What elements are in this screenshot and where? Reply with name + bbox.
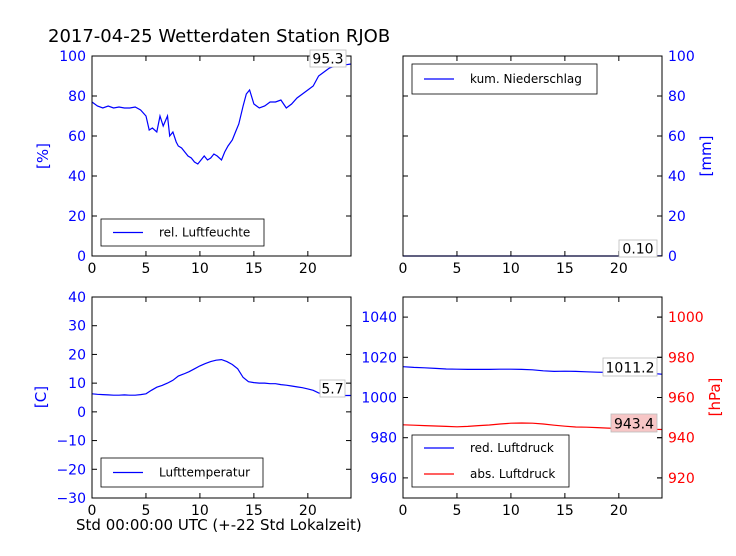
x-tick-label: 5 (452, 261, 461, 277)
x-tick-label: 15 (245, 261, 263, 277)
legend-label: kum. Niederschlag (470, 72, 582, 86)
legend-label: red. Luftdruck (470, 441, 554, 455)
y-tick-label: 40 (68, 290, 86, 306)
y-tick-label: −20 (56, 462, 86, 478)
y-tick-label-right: 980 (668, 350, 695, 366)
y-tick-label: 20 (668, 209, 686, 225)
y-axis-label: [C] (32, 386, 50, 408)
figure-title: 2017-04-25 Wetterdaten Station RJOB (48, 26, 390, 47)
y-tick-label: 60 (68, 129, 86, 145)
y-axis-label: [%] (34, 143, 52, 169)
y-tick-label: 960 (370, 471, 397, 487)
y-tick-label: 40 (68, 169, 86, 185)
y-tick-label: 100 (668, 49, 695, 65)
y-tick-label: 100 (59, 49, 86, 65)
y-tick-label: 80 (68, 89, 86, 105)
y-tick-label: 20 (68, 209, 86, 225)
value-annotation: 1011.2 (606, 361, 655, 377)
x-tick-label: 20 (610, 503, 628, 519)
x-tick-label: 20 (610, 261, 628, 277)
legend-label: abs. Luftdruck (470, 467, 555, 481)
x-tick-label: 10 (191, 261, 209, 277)
x-tick-label: 0 (399, 261, 408, 277)
y-tick-label-right: 960 (668, 391, 695, 407)
y-tick-label: 0 (77, 405, 86, 421)
x-tick-label: 15 (556, 503, 574, 519)
y-tick-label: −10 (56, 434, 86, 450)
legend-label: rel. Luftfeuchte (159, 226, 250, 240)
x-tick-label: 10 (502, 503, 520, 519)
y-tick-label: 1040 (361, 310, 397, 326)
x-tick-label: 15 (556, 261, 574, 277)
y-tick-label: 1000 (361, 391, 397, 407)
y-tick-label: 0 (77, 249, 86, 265)
value-annotation: 943.4 (614, 417, 654, 433)
value-annotation: 0.10 (622, 242, 653, 258)
x-tick-label: 10 (502, 261, 520, 277)
y-tick-label: 10 (68, 376, 86, 392)
y-tick-label: 980 (370, 431, 397, 447)
y-tick-label-right: 920 (668, 471, 695, 487)
x-tick-label: 20 (299, 261, 317, 277)
x-tick-label: 0 (88, 261, 97, 277)
y-tick-label: 0 (668, 249, 677, 265)
series-line-lufttemperatur (92, 360, 351, 396)
y-axis-label: [mm] (697, 136, 715, 177)
y-tick-label: 30 (68, 319, 86, 335)
y-tick-label: 80 (668, 89, 686, 105)
legend-label: Lufttemperatur (159, 466, 250, 480)
y-tick-label-right: 940 (668, 431, 695, 447)
value-annotation: 95.3 (312, 52, 343, 68)
x-tick-label: 5 (141, 261, 150, 277)
y-tick-label: 1020 (361, 350, 397, 366)
y-axis-label: [hPa] (706, 378, 724, 417)
series-line-rel-luftfeuchte (92, 64, 351, 164)
y-tick-label-right: 1000 (668, 310, 704, 326)
figure-xlabel: Std 00:00:00 UTC (+-22 Std Lokalzeit) (76, 516, 362, 534)
x-tick-label: 0 (399, 503, 408, 519)
value-annotation: 5.7 (321, 382, 343, 398)
y-tick-label: 20 (68, 347, 86, 363)
y-tick-label: 40 (668, 169, 686, 185)
y-tick-label: −30 (56, 491, 86, 507)
x-tick-label: 5 (452, 503, 461, 519)
y-tick-label: 60 (668, 129, 686, 145)
